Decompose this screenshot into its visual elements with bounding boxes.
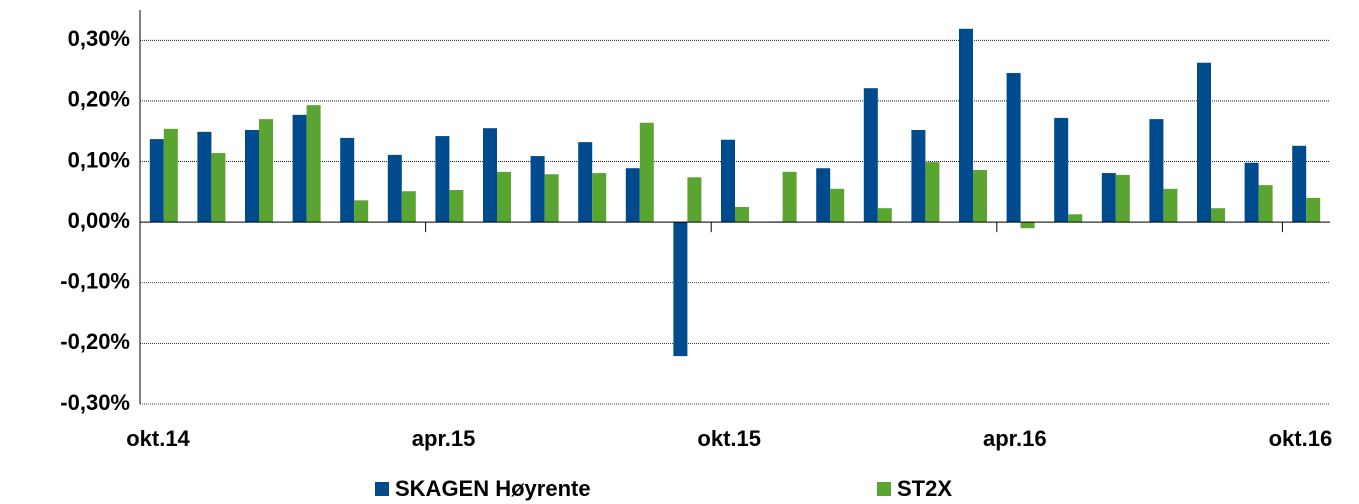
bar [1006,73,1021,223]
bar [639,122,654,223]
legend-swatch [375,482,389,496]
y-tick-label: -0,10% [60,269,130,294]
y-tick-label: 0,30% [68,26,130,51]
bar [340,137,355,223]
bar [925,162,940,223]
bar [435,136,450,223]
x-tick-label: okt.15 [697,426,761,451]
bar [544,174,559,223]
bar [197,131,212,223]
bar [1054,117,1069,223]
bar [354,200,369,223]
bar [163,128,178,223]
bar [483,128,497,223]
y-tick-label: -0,30% [60,390,130,415]
x-tick-label: apr.15 [412,426,476,451]
bar [959,28,973,223]
bar [497,171,511,223]
x-tick-label: okt.16 [1269,426,1333,451]
bar [530,156,545,223]
bar [1211,208,1225,223]
bar [830,188,845,223]
bar [1163,188,1178,223]
bar [877,208,892,223]
bar [673,222,688,357]
bar [863,88,878,223]
y-tick-label: 0,20% [68,87,130,112]
bar [1244,162,1259,223]
bar [1197,62,1211,223]
bar [387,154,402,223]
bar [578,142,593,223]
bar [1101,173,1116,223]
x-tick-label: okt.14 [126,426,190,451]
bar [816,168,831,223]
bar [1292,145,1307,223]
bar [721,139,735,223]
bar [625,168,640,223]
bar [1020,222,1035,229]
bar [973,170,987,223]
y-tick-label: 0,10% [68,147,130,172]
bar [259,119,273,223]
bar [911,130,926,223]
x-tick-label: apr.16 [983,426,1047,451]
legend-label: ST2X [897,476,952,501]
bar [245,130,259,223]
bar [1149,119,1164,223]
y-tick-label: -0,20% [60,329,130,354]
bar [1115,174,1130,223]
bar [782,171,797,223]
bar [592,173,607,223]
bar [687,177,702,223]
bar [449,190,464,223]
y-tick-label: 0,00% [68,208,130,233]
bar [149,139,164,223]
bar [1068,214,1083,223]
bar [1306,197,1321,223]
bar [401,191,416,223]
bar [211,153,226,223]
bar [292,114,307,223]
bar [306,105,321,223]
bar [1258,185,1273,223]
bar [735,207,749,223]
legend-swatch [877,482,891,496]
legend-label: SKAGEN Høyrente [395,476,591,501]
